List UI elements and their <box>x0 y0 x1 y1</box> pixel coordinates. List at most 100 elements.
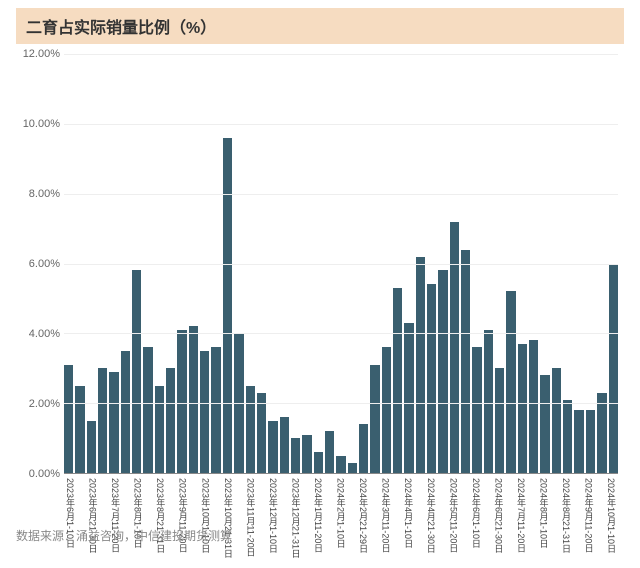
bar <box>155 386 164 473</box>
y-tick-label: 6.00% <box>29 258 60 270</box>
x-tick-label <box>124 478 130 568</box>
x-tick-label: 2023年10月1-10日 <box>199 478 212 568</box>
x-tick-label: 2023年7月11-20日 <box>109 478 122 568</box>
bar <box>189 326 198 473</box>
bar <box>586 410 595 473</box>
bar <box>597 393 606 473</box>
x-tick-label <box>192 478 198 568</box>
y-tick-label: 8.00% <box>29 188 60 200</box>
x-tick-label: 2024年6月21-30日 <box>492 478 505 568</box>
x-tick-label: 2024年6月1-10日 <box>470 478 483 568</box>
bar <box>200 351 209 473</box>
x-tick-label <box>102 478 108 568</box>
bar <box>166 368 175 473</box>
x-tick-label: 2024年5月11-20日 <box>447 478 460 568</box>
bar <box>325 431 334 473</box>
bar <box>416 257 425 473</box>
x-tick-label <box>530 478 536 568</box>
x-tick-label <box>575 478 581 568</box>
x-tick-label <box>395 478 401 568</box>
y-axis: 0.00%2.00%4.00%6.00%8.00%10.00%12.00% <box>16 54 62 474</box>
bar <box>246 386 255 473</box>
x-tick-label: 2023年8月21-31日 <box>154 478 167 568</box>
x-tick-label: 2023年6月21-30日 <box>87 478 100 568</box>
bar <box>574 410 583 473</box>
bar <box>427 284 436 473</box>
x-tick-label: 2024年10月1-10日 <box>605 478 618 568</box>
x-tick-label <box>350 478 356 568</box>
x-tick-label <box>462 478 468 568</box>
x-tick-label: 2024年8月21-31日 <box>560 478 573 568</box>
x-tick-label: 2023年12月21-31日 <box>289 478 302 568</box>
x-tick-label: 2023年6月1-10日 <box>64 478 77 568</box>
bar <box>552 368 561 473</box>
bar <box>336 456 345 473</box>
bar <box>291 438 300 473</box>
y-tick-label: 0.00% <box>29 468 60 480</box>
bar <box>518 344 527 473</box>
x-tick-label: 2023年9月11-20日 <box>177 478 190 568</box>
x-tick-label <box>372 478 378 568</box>
x-tick-label: 2024年2月21-29日 <box>357 478 370 568</box>
x-tick-label <box>147 478 153 568</box>
bar <box>64 365 73 473</box>
bar <box>177 330 186 473</box>
x-tick-label <box>169 478 175 568</box>
bar <box>495 368 504 473</box>
data-source: 数据来源：涌益咨询，中信建投期货测算 <box>16 527 232 544</box>
bar <box>302 435 311 473</box>
x-tick-label: 2024年4月21-30日 <box>425 478 438 568</box>
y-tick-label: 2.00% <box>29 398 60 410</box>
bar <box>563 400 572 473</box>
x-tick-label: 2023年11月11-20日 <box>244 478 257 568</box>
x-tick-label: 2024年2月1-10日 <box>335 478 348 568</box>
bar <box>438 270 447 473</box>
bar <box>472 347 481 473</box>
bar <box>257 393 266 473</box>
bar <box>450 222 459 473</box>
bar <box>211 347 220 473</box>
x-tick-label: 2023年8月1-10日 <box>132 478 145 568</box>
grid-line <box>64 124 618 125</box>
x-tick-label: 2024年1月11-20日 <box>312 478 325 568</box>
x-tick-label <box>259 478 265 568</box>
x-tick-label: 2023年10月21-31日 <box>222 478 235 568</box>
bar <box>87 421 96 473</box>
y-tick-label: 12.00% <box>23 48 60 60</box>
bar <box>348 463 357 473</box>
bar <box>280 417 289 473</box>
x-tick-label: 2023年12月1-10日 <box>267 478 280 568</box>
x-tick-label <box>79 478 85 568</box>
x-tick-label <box>417 478 423 568</box>
x-axis-labels: 2023年6月1-10日 2023年6月21-30日 2023年7月11-20日 20… <box>64 478 618 568</box>
bar <box>121 351 130 473</box>
grid-line <box>64 403 618 404</box>
bar <box>75 386 84 473</box>
bar <box>393 288 402 473</box>
bar <box>109 372 118 473</box>
grid-line <box>64 54 618 55</box>
x-tick-label <box>507 478 513 568</box>
x-tick-label: 2024年9月11-20日 <box>583 478 596 568</box>
x-tick-label: 2024年4月1-10日 <box>402 478 415 568</box>
bar <box>223 138 232 473</box>
x-tick-label <box>598 478 604 568</box>
y-tick-label: 4.00% <box>29 328 60 340</box>
x-tick-label: 2024年8月1-10日 <box>537 478 550 568</box>
x-tick-label <box>485 478 491 568</box>
bar <box>484 330 493 473</box>
x-tick-label <box>327 478 333 568</box>
x-tick-label <box>304 478 310 568</box>
chart-area: 0.00%2.00%4.00%6.00%8.00%10.00%12.00% 20… <box>16 54 624 474</box>
bar <box>540 375 549 473</box>
bar <box>359 424 368 473</box>
x-tick-label <box>237 478 243 568</box>
bar <box>268 421 277 473</box>
x-tick-label <box>552 478 558 568</box>
bar <box>506 291 515 473</box>
bar <box>132 270 141 473</box>
y-tick-label: 10.00% <box>23 118 60 130</box>
bar <box>382 347 391 473</box>
grid-line <box>64 194 618 195</box>
x-tick-label <box>214 478 220 568</box>
